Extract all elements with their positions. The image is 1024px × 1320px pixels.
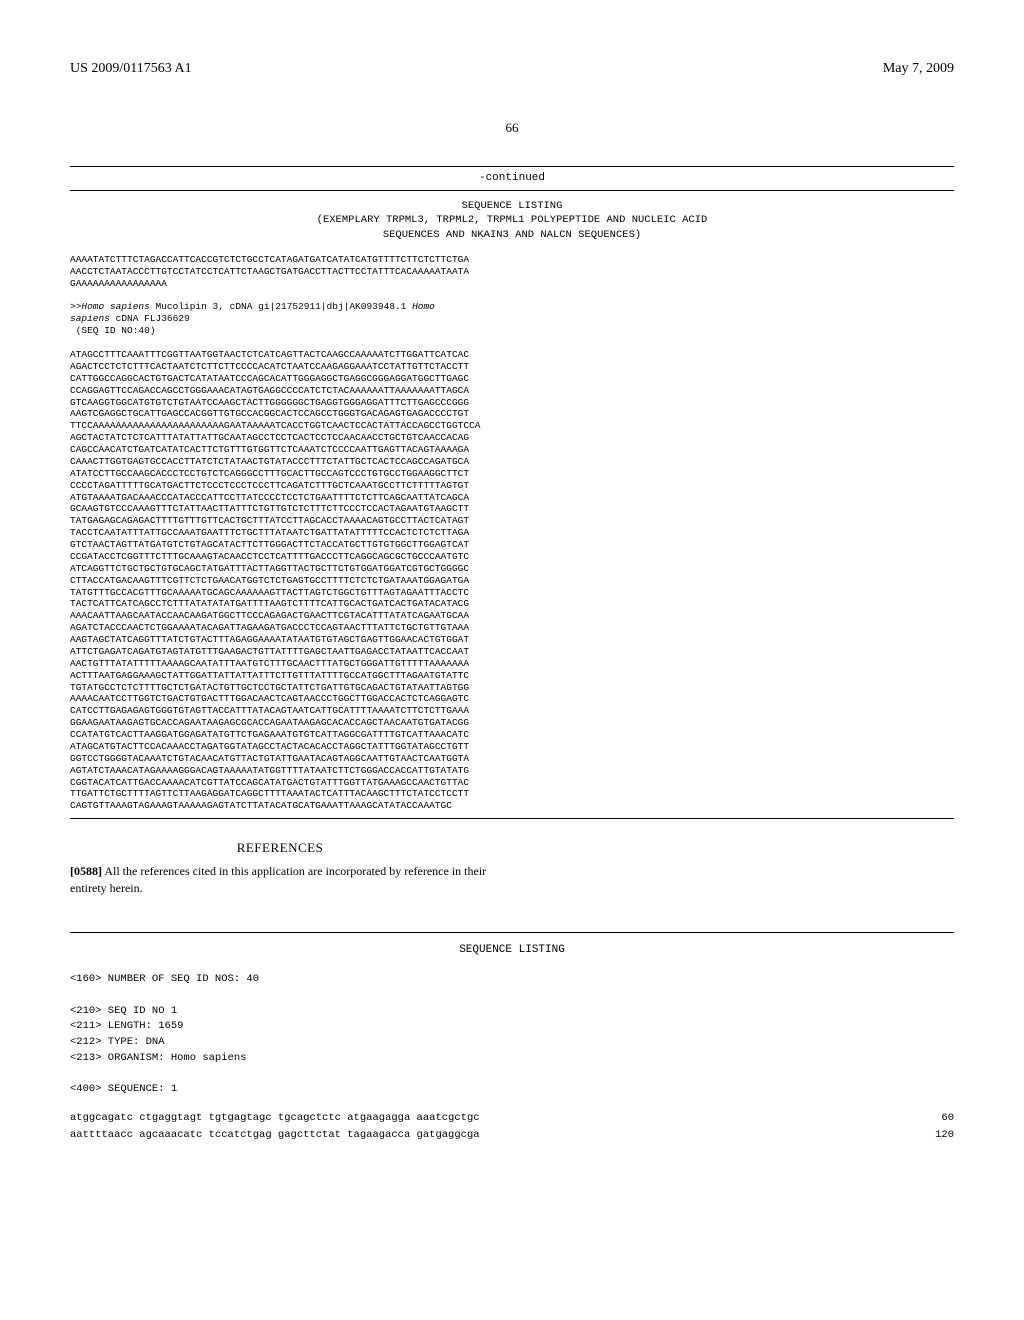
listing-title-1: SEQUENCE LISTING [70,199,954,213]
sequence-listing-box: -continued SEQUENCE LISTING (EXEMPLARY T… [70,166,954,819]
page-number: 66 [70,119,954,137]
paragraph-number: [0588] [70,864,102,878]
references-section: REFERENCES [0588] All the references cit… [70,839,490,896]
references-heading: REFERENCES [70,839,490,857]
seq-row-num: 120 [935,1127,954,1144]
listing2-title: SEQUENCE LISTING [70,943,954,958]
publication-date: May 7, 2009 [883,60,954,79]
publication-number: US 2009/0117563 A1 [70,60,192,79]
listing2-meta: <160> NUMBER OF SEQ ID NOS: 40 <210> SEQ… [70,972,954,1098]
references-text: [0588] All the references cited in this … [70,863,490,897]
listing-title-block: SEQUENCE LISTING (EXEMPLARY TRPML3, TRPM… [70,191,954,248]
seq-row: aattttaacc agcaaacatc tccatctgag gagcttc… [70,1127,954,1144]
sequence-listing-2: SEQUENCE LISTING <160> NUMBER OF SEQ ID … [70,932,954,1143]
seq-row-num: 60 [941,1110,954,1127]
listing-title-3: SEQUENCES AND NKAIN3 AND NALCN SEQUENCES… [70,228,954,242]
seq-row: atggcagatc ctgaggtagt tgtgagtagc tgcagct… [70,1110,954,1127]
continued-label: -continued [70,167,954,191]
seq-row-seq: aattttaacc agcaaacatc tccatctgag gagcttc… [70,1127,480,1144]
sequence-block-a: AAAATATCTTTCTAGACCATTCACCGTCTCTGCCTCATAG… [70,248,954,296]
sequence-block-b-header: >>Homo sapiens Mucolipin 3, cDNA gi|2175… [70,295,954,343]
seq-row-seq: atggcagatc ctgaggtagt tgtgagtagc tgcagct… [70,1110,480,1127]
sequence-block-b: ATAGCCTTTCAAATTTCGGTTAATGGTAACTCTCATCAGT… [70,343,954,818]
listing-title-2: (EXEMPLARY TRPML3, TRPML2, TRPML1 POLYPE… [70,213,954,227]
